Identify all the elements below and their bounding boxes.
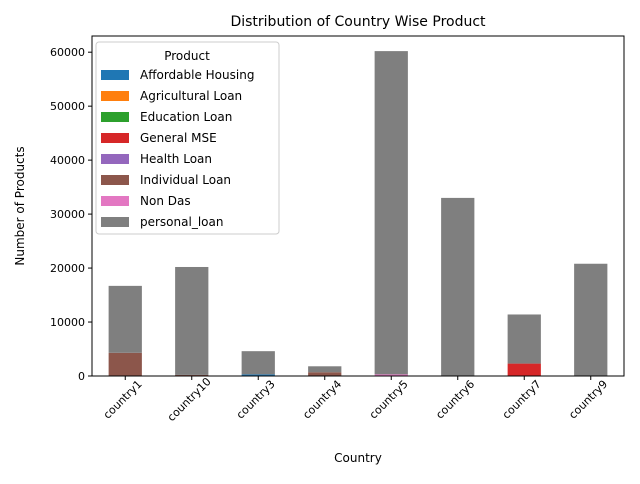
legend-swatch (101, 91, 129, 101)
legend: Product Affordable Housing Agricultural L… (95, 41, 280, 235)
x-tick-label: country6 (433, 378, 477, 422)
bar-country6-personal-loan (441, 197, 475, 376)
legend-label: Education Loan (140, 110, 232, 124)
legend-swatch (101, 154, 129, 164)
bar-country3-personal-loan (241, 351, 275, 375)
y-tick-label: 20000 (50, 262, 85, 275)
x-tick-label: country3 (234, 378, 278, 422)
y-axis: 0 10000 20000 30000 40000 50000 60000 (50, 46, 92, 383)
x-tick-label: country1 (101, 378, 145, 422)
plot-frame (91, 35, 625, 377)
bar-country1-individual-loan (108, 352, 142, 376)
bar-country1-personal-loan (108, 285, 142, 353)
chart-title: Distribution of Country Wise Product (230, 14, 486, 30)
legend-swatch (101, 70, 129, 80)
legend-swatch (101, 196, 129, 206)
x-tick-label: country7 (500, 378, 544, 422)
y-tick-label: 40000 (50, 154, 85, 167)
bar-country5-personal-loan (374, 51, 408, 375)
y-axis-label: Number of Products (13, 146, 27, 265)
x-tick-label: country9 (566, 378, 610, 422)
y-tick-label: 0 (78, 370, 85, 383)
legend-swatch (101, 112, 129, 122)
legend-swatch (101, 175, 129, 185)
x-axis: country1 country10 country3 country4 country… (101, 375, 610, 424)
y-tick-label: 50000 (50, 100, 85, 113)
x-tick-label: country5 (367, 378, 411, 422)
bar-country4-personal-loan (308, 366, 342, 373)
legend-label: Agricultural Loan (140, 89, 242, 103)
bar-country9-personal-loan (574, 263, 608, 376)
legend-label: Health Loan (140, 152, 212, 166)
y-tick-label: 30000 (50, 208, 85, 221)
y-tick-label: 10000 (50, 316, 85, 329)
legend-label: General MSE (140, 131, 217, 145)
legend-label: Affordable Housing (140, 68, 254, 82)
x-axis-label: Country (334, 451, 382, 465)
legend-swatch (101, 133, 129, 143)
x-tick-label: country4 (300, 378, 344, 422)
bar-country7-personal-loan (507, 314, 541, 364)
bars-layer (108, 51, 608, 376)
legend-swatch (101, 217, 129, 227)
x-tick-label: country10 (165, 375, 214, 424)
legend-title: Product (164, 49, 210, 63)
legend-label: Non Das (140, 194, 191, 208)
legend-box (95, 41, 280, 235)
bar-country7-general-mse (507, 363, 541, 376)
bar-country4-individual-loan (308, 372, 342, 376)
bar-country5-non-das (374, 374, 408, 376)
bar-country3-affordable-housing (241, 374, 275, 376)
y-tick-label: 60000 (50, 46, 85, 59)
legend-label: personal_loan (140, 215, 223, 229)
bar-country10-individual-loan (175, 374, 209, 376)
legend-label: Individual Loan (140, 173, 231, 187)
bar-country10-personal-loan (175, 266, 209, 375)
